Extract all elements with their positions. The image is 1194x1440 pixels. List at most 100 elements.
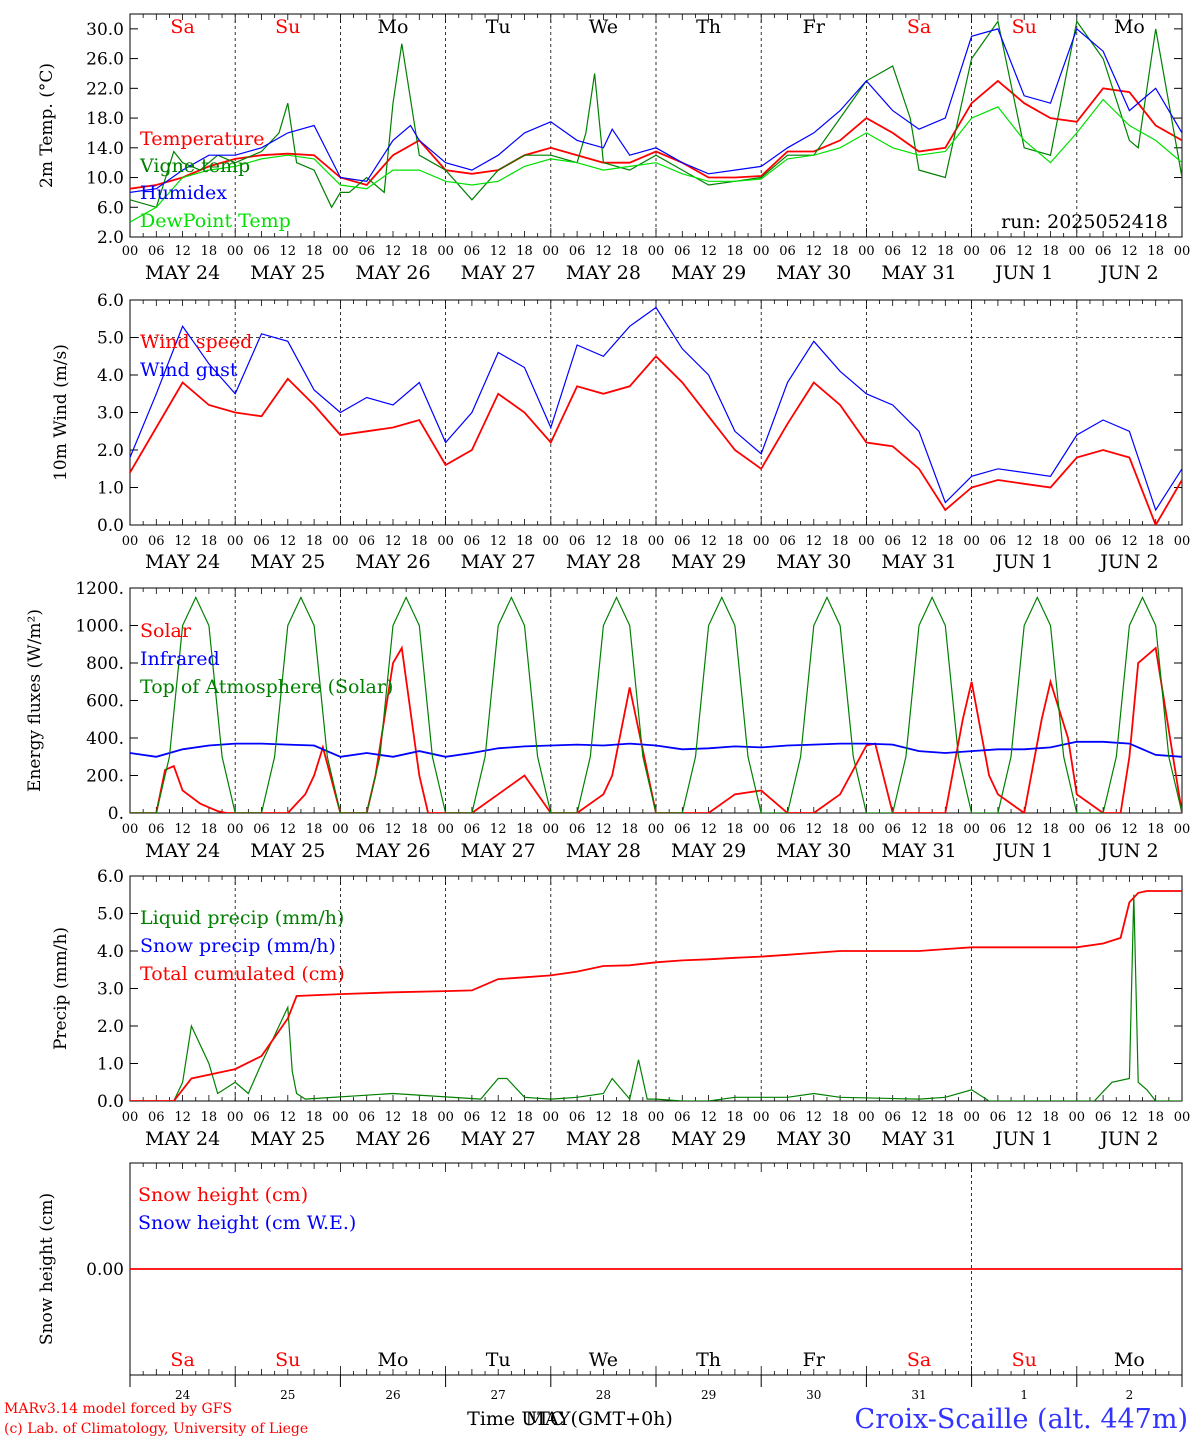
date-label: MAY 29 (671, 840, 746, 862)
hour-label: 06 (990, 244, 1007, 259)
y-tick-label: 4.0 (97, 366, 124, 386)
weekday-label: Tu (486, 16, 511, 38)
hour-label: 12 (595, 244, 612, 259)
date-label: JUN 1 (993, 551, 1053, 573)
panel-2: 0.0 1.0 2.0 3.0 4.0 5.0 6.0 10m Wind (m/s) 00 06 1… (51, 291, 1190, 573)
hour-label: 06 (464, 822, 481, 837)
hour-label: 06 (674, 822, 691, 837)
date-label: MAY 25 (250, 262, 325, 284)
hour-label: 18 (411, 1110, 428, 1125)
date-label: MAY 24 (145, 551, 220, 573)
date-label: MAY 30 (776, 840, 851, 862)
hour-label: 00 (1174, 244, 1191, 259)
hour-label: 18 (306, 822, 323, 837)
hour-label: 00 (753, 534, 770, 549)
hour-label: 12 (911, 534, 928, 549)
hour-label: 12 (1016, 1110, 1033, 1125)
hour-label: 12 (595, 822, 612, 837)
hour-label: 18 (937, 822, 954, 837)
y-tick-label: 5.0 (97, 329, 124, 349)
hour-label: 00 (543, 1110, 560, 1125)
hour-label: 12 (174, 244, 191, 259)
hour-label: 18 (201, 244, 218, 259)
hour-label: 00 (437, 534, 454, 549)
hour-label: 18 (1042, 1110, 1059, 1125)
y-tick-label: 2.0 (97, 441, 124, 461)
hour-label: 12 (700, 1110, 717, 1125)
hour-label: 06 (779, 534, 796, 549)
y-tick-label: 22.0 (86, 79, 124, 99)
hour-label: 06 (358, 244, 375, 259)
hour-label: 00 (122, 244, 139, 259)
hour-label: 00 (543, 534, 560, 549)
legend-snow-precip: Snow precip (mm/h) (140, 935, 336, 957)
y-axis-label: Energy fluxes (W/m²) (25, 609, 45, 792)
day-number-label: 28 (596, 1388, 611, 1402)
hour-label: 06 (569, 244, 586, 259)
hour-label: 06 (358, 1110, 375, 1125)
hour-label: 18 (411, 534, 428, 549)
hour-label: 00 (648, 822, 665, 837)
hour-label: 18 (727, 534, 744, 549)
hour-label: 12 (911, 244, 928, 259)
weekday-label: We (589, 1349, 618, 1371)
hour-label: 00 (122, 1110, 139, 1125)
hour-label: 00 (858, 534, 875, 549)
date-label: JUN 1 (993, 840, 1053, 862)
weekday-label: Mo (378, 16, 409, 38)
hour-label: 06 (148, 822, 165, 837)
hour-label: 00 (963, 822, 980, 837)
hour-label: 06 (358, 534, 375, 549)
date-label: MAY 29 (671, 551, 746, 573)
hour-label: 00 (437, 244, 454, 259)
hour-label: 00 (753, 1110, 770, 1125)
hour-label: 18 (832, 1110, 849, 1125)
hour-label: 06 (253, 534, 270, 549)
hour-label: 12 (595, 534, 612, 549)
y-tick-label: 2.0 (97, 1017, 124, 1037)
hour-label: 12 (280, 244, 297, 259)
y-tick-label: 400. (86, 729, 124, 749)
hour-label: 06 (674, 1110, 691, 1125)
y-tick-label: 0.00 (86, 1260, 124, 1280)
y-tick-label: 0.0 (97, 1092, 124, 1112)
y-tick-label: 5.0 (97, 905, 124, 925)
hour-label: 12 (806, 822, 823, 837)
weekday-label: Su (1012, 16, 1037, 38)
series-line (130, 645, 1182, 813)
weekday-label: Fr (803, 16, 826, 38)
hour-label: 18 (727, 244, 744, 259)
day-number-label: 31 (911, 1388, 926, 1402)
date-label: JUN 2 (1098, 262, 1158, 284)
hour-label: 00 (122, 822, 139, 837)
y-tick-label: 6.0 (97, 198, 124, 218)
hour-label: 00 (753, 244, 770, 259)
hour-label: 12 (174, 1110, 191, 1125)
hour-label: 12 (700, 822, 717, 837)
hour-label: 00 (1174, 534, 1191, 549)
hour-label: 18 (201, 534, 218, 549)
hour-label: 00 (227, 244, 244, 259)
day-number-label: 24 (175, 1388, 191, 1402)
hour-label: 00 (1069, 1110, 1086, 1125)
hour-label: 12 (911, 1110, 928, 1125)
station-name: Croix-Scaille (alt. 447m) (855, 1404, 1188, 1435)
series-line (130, 890, 1182, 1101)
weekday-label: Sa (170, 1349, 194, 1371)
hour-label: 00 (963, 1110, 980, 1125)
date-label: MAY 26 (355, 840, 430, 862)
date-label: JUN 1 (993, 1128, 1053, 1150)
y-tick-label: 1.0 (97, 479, 124, 499)
date-label: MAY 28 (566, 1128, 641, 1150)
y-tick-label: 30.0 (86, 20, 124, 40)
model-credit: MARv3.14 model forced by GFS (4, 1401, 232, 1417)
time-axis-label: Time UTC (GMT+0h) (467, 1408, 673, 1430)
legend-vigne-temp: Vigne temp (139, 155, 250, 177)
hour-label: 06 (1095, 1110, 1112, 1125)
hour-label: 00 (332, 534, 349, 549)
day-number-label: 26 (385, 1388, 400, 1402)
hour-label: 06 (884, 822, 901, 837)
hour-label: 00 (227, 1110, 244, 1125)
hour-label: 00 (543, 822, 560, 837)
series-line (130, 306, 1182, 512)
